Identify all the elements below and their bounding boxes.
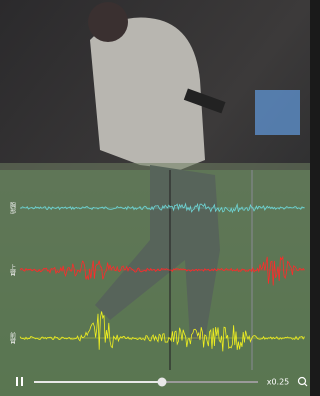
screen	[255, 90, 300, 135]
speed-button[interactable]: x0.25	[267, 378, 290, 387]
sensor-overlay	[0, 163, 310, 396]
track-label: 前臂	[9, 331, 16, 345]
seek-thumb[interactable]	[158, 378, 167, 387]
track-label: 胸部	[9, 201, 16, 215]
track-label: 上臂	[9, 263, 16, 277]
video-player: 胸部 上臂 前臂 x0.25	[0, 0, 310, 396]
golfer-head	[88, 2, 128, 42]
